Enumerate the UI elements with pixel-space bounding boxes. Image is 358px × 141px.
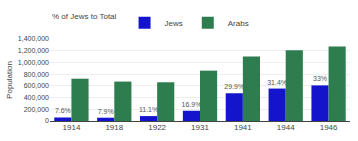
- svg-text:31.4%: 31.4%: [267, 79, 287, 86]
- svg-text:Population: Population: [5, 61, 14, 99]
- svg-text:29.9%: 29.9%: [224, 83, 244, 90]
- svg-text:1944: 1944: [277, 123, 295, 132]
- svg-text:% of Jews to Total: % of Jews to Total: [52, 12, 117, 21]
- svg-text:Jews: Jews: [165, 19, 183, 28]
- svg-text:200,000: 200,000: [24, 106, 49, 113]
- svg-text:33%: 33%: [313, 75, 327, 82]
- svg-text:1,000,000: 1,000,000: [18, 59, 49, 66]
- svg-text:1941: 1941: [234, 123, 252, 132]
- svg-text:800,000: 800,000: [24, 71, 49, 78]
- svg-text:1918: 1918: [105, 123, 123, 132]
- svg-text:1,400,000: 1,400,000: [18, 35, 49, 42]
- svg-text:600,000: 600,000: [24, 82, 49, 89]
- svg-text:Arabs: Arabs: [228, 19, 249, 28]
- svg-text:1922: 1922: [148, 123, 166, 132]
- svg-text:7.6%: 7.6%: [55, 107, 71, 114]
- svg-text:11.1%: 11.1%: [139, 106, 158, 113]
- svg-text:400,000: 400,000: [24, 94, 49, 101]
- svg-text:16.9%: 16.9%: [182, 101, 202, 108]
- svg-text:1931: 1931: [191, 123, 209, 132]
- svg-text:1946: 1946: [320, 123, 338, 132]
- svg-text:1,200,000: 1,200,000: [18, 47, 49, 54]
- svg-text:1914: 1914: [63, 123, 81, 132]
- svg-text:7.9%: 7.9%: [98, 108, 114, 115]
- svg-text:0: 0: [45, 117, 49, 124]
